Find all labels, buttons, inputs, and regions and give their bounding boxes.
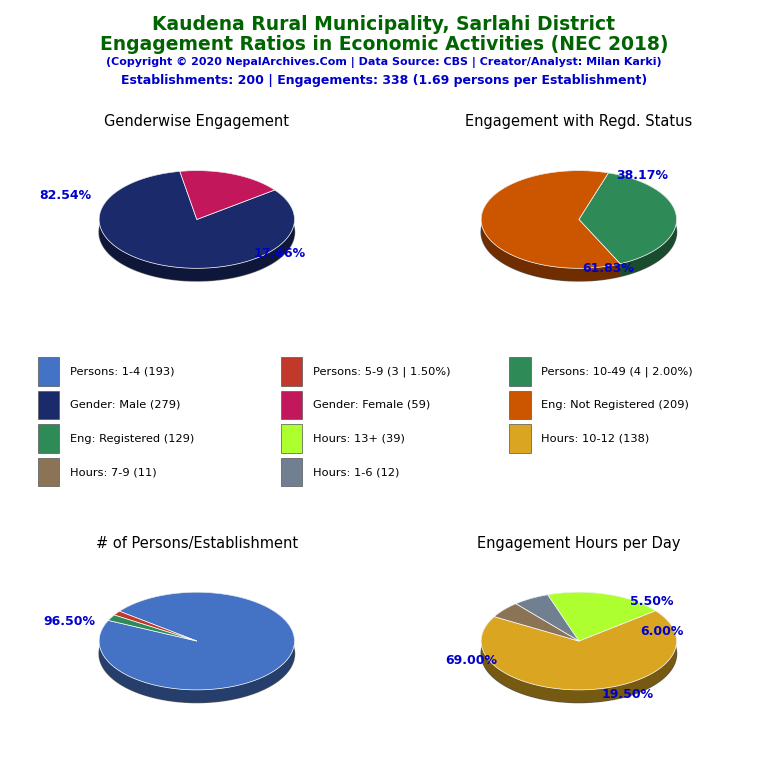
Text: Persons: 5-9 (3 | 1.50%): Persons: 5-9 (3 | 1.50%) xyxy=(313,366,450,376)
Polygon shape xyxy=(482,605,677,703)
Polygon shape xyxy=(99,592,294,703)
Polygon shape xyxy=(114,611,197,641)
Text: 17.46%: 17.46% xyxy=(253,247,306,260)
FancyBboxPatch shape xyxy=(38,391,59,419)
Text: Kaudena Rural Municipality, Sarlahi District: Kaudena Rural Municipality, Sarlahi Dist… xyxy=(153,15,615,35)
Text: Eng: Not Registered (209): Eng: Not Registered (209) xyxy=(541,400,689,410)
Polygon shape xyxy=(579,173,677,263)
Text: Eng: Registered (129): Eng: Registered (129) xyxy=(70,434,194,444)
Text: Hours: 13+ (39): Hours: 13+ (39) xyxy=(313,434,405,444)
Text: 19.50%: 19.50% xyxy=(601,688,654,701)
Text: Persons: 1-4 (193): Persons: 1-4 (193) xyxy=(70,366,174,376)
Text: (Copyright © 2020 NepalArchives.Com | Data Source: CBS | Creator/Analyst: Milan : (Copyright © 2020 NepalArchives.Com | Da… xyxy=(106,57,662,68)
Title: Genderwise Engagement: Genderwise Engagement xyxy=(104,114,290,129)
Text: Engagement Ratios in Economic Activities (NEC 2018): Engagement Ratios in Economic Activities… xyxy=(100,35,668,54)
Text: 61.83%: 61.83% xyxy=(582,262,634,275)
FancyBboxPatch shape xyxy=(38,458,59,486)
Polygon shape xyxy=(99,605,295,703)
FancyBboxPatch shape xyxy=(38,357,59,386)
FancyBboxPatch shape xyxy=(38,425,59,453)
Polygon shape xyxy=(482,170,620,268)
Polygon shape xyxy=(108,615,114,633)
Text: 82.54%: 82.54% xyxy=(39,188,91,201)
Text: Hours: 7-9 (11): Hours: 7-9 (11) xyxy=(70,467,157,477)
FancyBboxPatch shape xyxy=(280,391,302,419)
Polygon shape xyxy=(548,592,655,641)
Polygon shape xyxy=(548,592,655,624)
Polygon shape xyxy=(482,611,677,703)
Title: Engagement with Regd. Status: Engagement with Regd. Status xyxy=(465,114,693,129)
Text: 96.50%: 96.50% xyxy=(44,615,96,628)
Polygon shape xyxy=(99,592,294,690)
Polygon shape xyxy=(99,184,295,281)
Text: Hours: 10-12 (138): Hours: 10-12 (138) xyxy=(541,434,650,444)
Polygon shape xyxy=(482,170,620,281)
Polygon shape xyxy=(482,184,677,281)
Text: 38.17%: 38.17% xyxy=(617,169,668,182)
Polygon shape xyxy=(99,171,294,268)
Text: Gender: Male (279): Gender: Male (279) xyxy=(70,400,180,410)
FancyBboxPatch shape xyxy=(280,357,302,386)
Text: Establishments: 200 | Engagements: 338 (1.69 persons per Establishment): Establishments: 200 | Engagements: 338 (… xyxy=(121,74,647,87)
FancyBboxPatch shape xyxy=(509,391,531,419)
FancyBboxPatch shape xyxy=(280,425,302,453)
Text: 69.00%: 69.00% xyxy=(445,654,498,667)
FancyBboxPatch shape xyxy=(509,425,531,453)
Polygon shape xyxy=(495,604,579,641)
Polygon shape xyxy=(108,615,197,641)
FancyBboxPatch shape xyxy=(509,357,531,386)
Polygon shape xyxy=(495,604,516,629)
Title: Engagement Hours per Day: Engagement Hours per Day xyxy=(477,535,680,551)
Title: # of Persons/Establishment: # of Persons/Establishment xyxy=(96,535,298,551)
Text: 5.50%: 5.50% xyxy=(631,595,674,608)
FancyBboxPatch shape xyxy=(280,458,302,486)
Text: Hours: 1-6 (12): Hours: 1-6 (12) xyxy=(313,467,399,477)
Polygon shape xyxy=(114,611,119,627)
Polygon shape xyxy=(481,611,677,690)
Text: 6.00%: 6.00% xyxy=(641,624,684,637)
Polygon shape xyxy=(180,170,275,203)
Polygon shape xyxy=(516,594,579,641)
Text: Persons: 10-49 (4 | 2.00%): Persons: 10-49 (4 | 2.00%) xyxy=(541,366,693,376)
Polygon shape xyxy=(99,171,294,281)
Polygon shape xyxy=(516,594,548,617)
Polygon shape xyxy=(180,170,275,220)
Text: Gender: Female (59): Gender: Female (59) xyxy=(313,400,430,410)
Polygon shape xyxy=(608,173,677,276)
